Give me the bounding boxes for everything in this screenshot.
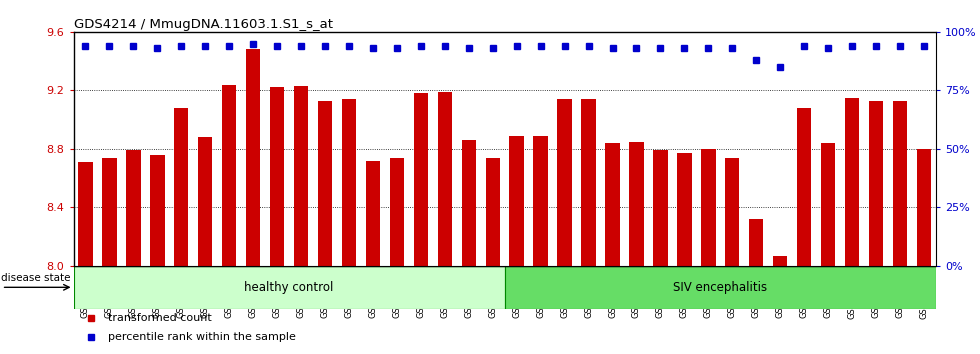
Bar bbox=[533, 136, 548, 266]
Bar bbox=[581, 99, 596, 266]
Text: transformed count: transformed count bbox=[108, 313, 212, 323]
Bar bbox=[505, 266, 936, 309]
Bar bbox=[102, 158, 117, 266]
Bar bbox=[438, 92, 452, 266]
Text: disease state: disease state bbox=[1, 273, 71, 283]
Bar bbox=[270, 87, 284, 266]
Text: SIV encephalitis: SIV encephalitis bbox=[673, 281, 767, 294]
Bar bbox=[869, 101, 883, 266]
Bar bbox=[366, 161, 380, 266]
Bar bbox=[773, 256, 787, 266]
Bar bbox=[198, 137, 213, 266]
Bar bbox=[246, 50, 261, 266]
Bar bbox=[126, 150, 140, 266]
Bar bbox=[150, 155, 165, 266]
Bar bbox=[845, 98, 859, 266]
Bar bbox=[78, 162, 93, 266]
Bar bbox=[749, 219, 763, 266]
Bar bbox=[318, 101, 332, 266]
Bar bbox=[654, 150, 667, 266]
Bar bbox=[390, 158, 404, 266]
Text: percentile rank within the sample: percentile rank within the sample bbox=[108, 332, 296, 342]
Bar bbox=[510, 136, 524, 266]
Bar bbox=[677, 153, 692, 266]
Bar bbox=[701, 149, 715, 266]
Bar bbox=[725, 158, 740, 266]
Bar bbox=[294, 86, 309, 266]
Bar bbox=[222, 85, 236, 266]
Bar bbox=[916, 149, 931, 266]
Bar bbox=[74, 266, 505, 309]
Bar bbox=[558, 99, 571, 266]
Bar bbox=[797, 108, 811, 266]
Bar bbox=[606, 143, 619, 266]
Bar bbox=[821, 143, 835, 266]
Bar bbox=[342, 99, 356, 266]
Bar bbox=[485, 158, 500, 266]
Bar bbox=[893, 101, 907, 266]
Text: healthy control: healthy control bbox=[244, 281, 334, 294]
Bar bbox=[414, 93, 428, 266]
Bar bbox=[629, 142, 644, 266]
Text: GDS4214 / MmugDNA.11603.1.S1_s_at: GDS4214 / MmugDNA.11603.1.S1_s_at bbox=[74, 18, 332, 31]
Bar bbox=[462, 140, 476, 266]
Bar bbox=[174, 108, 188, 266]
